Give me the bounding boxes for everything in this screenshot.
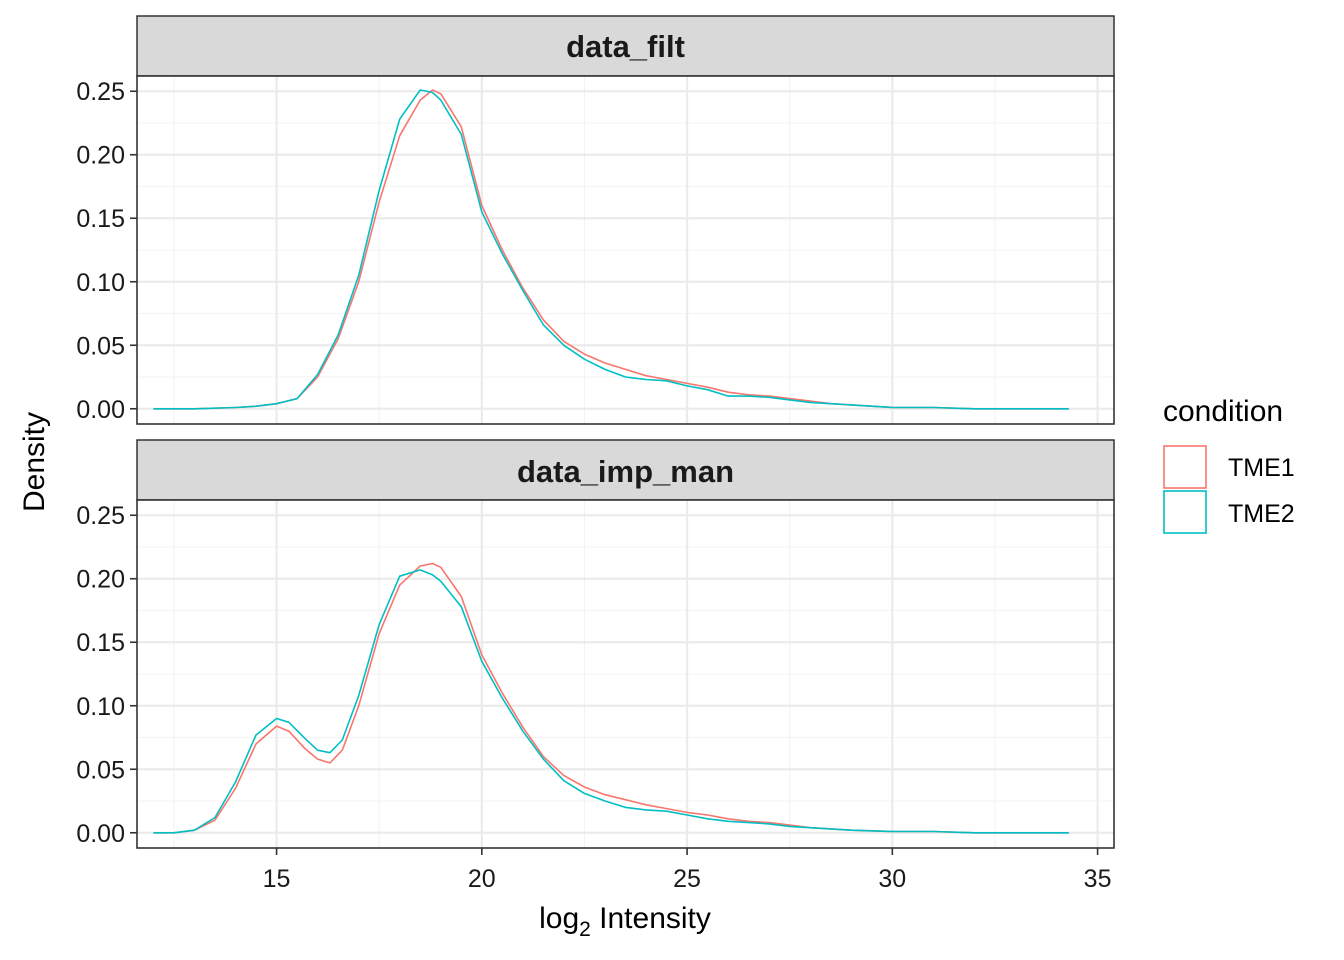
y-axis: 0.00 0.05 0.10 0.15 0.20 0.25: [76, 502, 137, 848]
x-tick-label: 15: [263, 865, 291, 893]
facet-strip: [136, 15, 1115, 77]
x-axis-title-main: log: [539, 902, 579, 935]
y-tick-label: 0.25: [76, 502, 125, 530]
x-tick-label: 25: [673, 865, 701, 893]
legend-key-tme1: [1163, 445, 1207, 489]
y-axis: 0.00 0.05 0.10 0.15 0.20 0.25: [76, 78, 137, 424]
x-tick-label: 35: [1084, 865, 1112, 893]
legend-item-tme2: TME2: [1163, 490, 1295, 534]
facet-title: data_filt: [566, 29, 685, 64]
grid-lines: [137, 76, 1114, 424]
y-tick-label: 0.05: [76, 756, 125, 784]
legend: condition TME1 TME2: [1163, 395, 1295, 534]
y-tick-label: 0.15: [76, 629, 125, 657]
y-tick-label: 0.15: [76, 205, 125, 233]
y-tick-label: 0.20: [76, 566, 125, 594]
facet-strip: [136, 439, 1115, 501]
panel-border: [136, 75, 1115, 425]
y-tick-label: 0.20: [76, 142, 125, 170]
x-axis-title-rest: Intensity: [591, 902, 711, 935]
x-tick-label: 30: [878, 865, 906, 893]
y-tick-label: 0.00: [76, 396, 125, 424]
y-tick-label: 0.25: [76, 78, 125, 106]
x-tick-label: 20: [468, 865, 496, 893]
grid-lines: [137, 500, 1114, 848]
legend-label-tme1: TME1: [1228, 454, 1295, 482]
y-tick-label: 0.10: [76, 693, 125, 721]
x-axis: 15 20 25 30 35: [263, 848, 1112, 893]
legend-label-tme2: TME2: [1228, 500, 1295, 528]
legend-item-tme1: TME1: [1163, 445, 1295, 489]
y-tick-label: 0.10: [76, 269, 125, 297]
facet-title: data_imp_man: [517, 454, 734, 489]
y-axis-title: Density: [18, 412, 51, 512]
facet-panel-data-imp-man: data_imp_man 0.00 0.05 0.10 0.15 0.20 0.25: [76, 439, 1115, 849]
density-line-tme2: [153, 89, 1069, 410]
density-line-tme1: [153, 562, 1069, 834]
density-line-tme2: [153, 569, 1069, 834]
density-lines: [153, 89, 1069, 410]
legend-key-tme2: [1163, 490, 1207, 534]
x-axis-title-subscript: 2: [579, 918, 591, 941]
y-tick-label: 0.00: [76, 820, 125, 848]
y-tick-label: 0.05: [76, 332, 125, 360]
panel-border: [136, 499, 1115, 849]
x-axis-title: log2 Intensity: [539, 902, 711, 941]
facet-panel-data-filt: data_filt 0.00 0.05 0.10 0.15 0.20 0.25: [76, 15, 1115, 425]
legend-title: condition: [1163, 395, 1283, 428]
density-lines: [153, 562, 1069, 834]
